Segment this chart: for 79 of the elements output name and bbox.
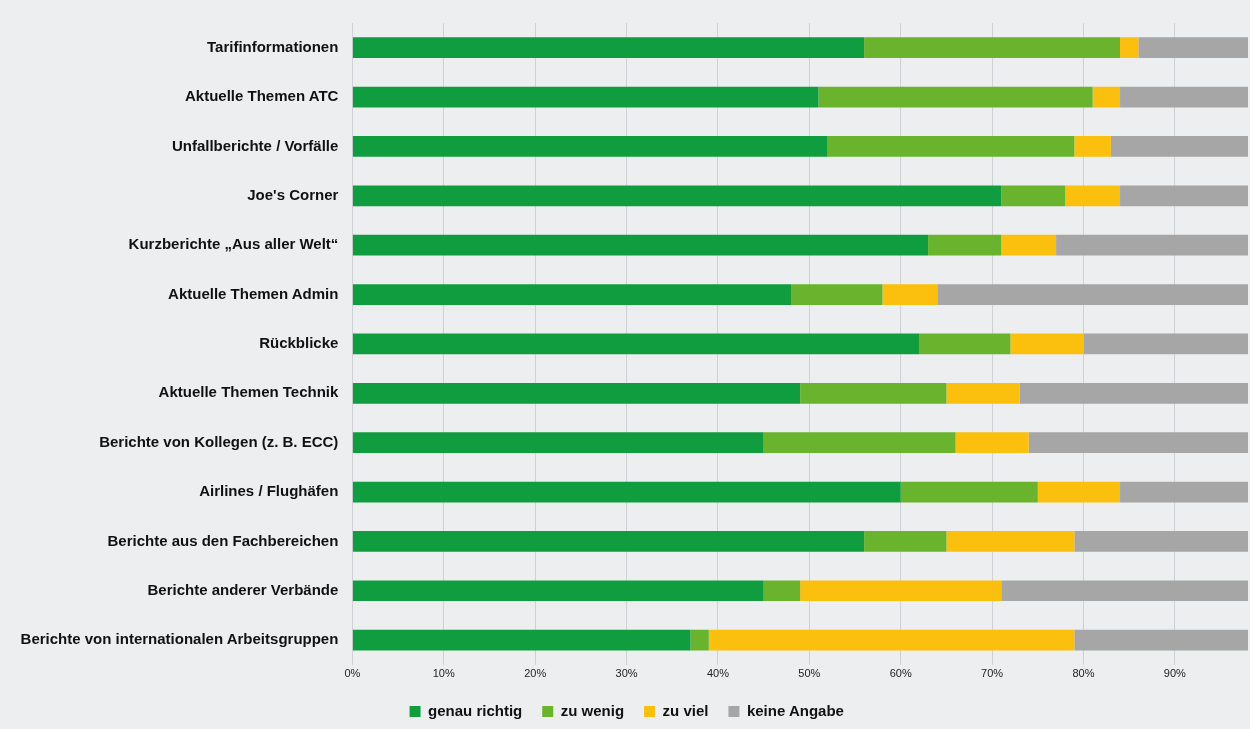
bar <box>352 185 1002 207</box>
bar <box>955 432 1029 454</box>
bar <box>864 531 947 552</box>
bar <box>352 580 764 602</box>
legend-label: zu viel <box>662 701 709 719</box>
bar <box>791 284 883 305</box>
bar <box>1110 136 1248 157</box>
y-tick-label: Rückblicke <box>259 334 339 352</box>
bar <box>1010 333 1084 355</box>
y-tick-label: Berichte von internationalen Arbeitsgruppen <box>20 630 339 648</box>
bar <box>864 37 1121 59</box>
bar <box>352 37 865 59</box>
x-tick-label: 80% <box>1072 667 1095 680</box>
x-tick-label: 60% <box>889 667 912 680</box>
bar <box>946 382 1020 404</box>
bar <box>800 382 947 404</box>
bar <box>352 86 819 108</box>
x-tick-label: 40% <box>706 667 730 680</box>
bar <box>763 432 956 454</box>
bar <box>1019 382 1248 404</box>
x-tick-label: 70% <box>981 667 1004 680</box>
bar <box>827 136 1075 157</box>
bar <box>763 580 801 602</box>
bar <box>1120 481 1248 503</box>
bar <box>352 481 901 503</box>
bar <box>1065 185 1121 207</box>
x-tick-label: 90% <box>1163 667 1187 680</box>
bar <box>352 531 865 552</box>
y-tick-label: Aktuelle Themen ATC <box>185 87 339 105</box>
bar <box>1083 333 1248 355</box>
bar <box>1092 86 1121 108</box>
y-tick-label: Tarifinformationen <box>206 37 339 55</box>
bar <box>1056 234 1248 256</box>
bar <box>1001 580 1248 602</box>
bar <box>1120 86 1248 108</box>
legend-label: keine Angabe <box>746 701 844 719</box>
x-tick-label: 30% <box>615 667 638 680</box>
bar <box>818 86 1093 108</box>
y-tick-label: Berichte von Kollegen (z. B. ECC) <box>99 432 339 450</box>
y-tick-label: Joe's Corner <box>247 185 339 203</box>
y-tick-label: Berichte anderer Verbände <box>147 580 339 598</box>
x-tick-label: 10% <box>432 667 455 680</box>
legend-label: zu wenig <box>560 701 625 719</box>
y-tick-label: Berichte aus den Fachbereichen <box>107 531 339 549</box>
bar <box>1074 629 1248 651</box>
y-tick-label: Unfallberichte / Vorfälle <box>171 136 339 154</box>
bar <box>352 382 801 404</box>
bar <box>1001 234 1057 256</box>
bar <box>1120 185 1248 207</box>
bar <box>352 234 929 256</box>
y-tick-label: Aktuelle Themen Technik <box>158 383 340 401</box>
y-tick-label: Aktuelle Themen Admin <box>168 284 339 302</box>
legend-label: genau richtig <box>428 701 523 719</box>
y-tick-label: Airlines / Flughäfen <box>199 482 339 500</box>
bar <box>1001 185 1066 207</box>
bar <box>882 284 938 305</box>
bar <box>708 629 1075 651</box>
bar <box>1120 37 1139 59</box>
x-tick-label: 50% <box>798 667 821 680</box>
bar <box>900 481 1038 503</box>
bar <box>1074 531 1248 552</box>
bar <box>1028 432 1248 454</box>
bar <box>690 629 709 651</box>
bar <box>352 284 792 305</box>
bar <box>352 629 691 651</box>
bar <box>946 531 1075 552</box>
bar <box>352 136 828 157</box>
bar <box>1037 481 1121 503</box>
bar <box>919 333 1011 355</box>
x-tick-label: 0% <box>344 667 361 680</box>
bar <box>928 234 1002 256</box>
bar <box>1074 136 1111 157</box>
bar <box>1138 37 1248 59</box>
bar <box>800 580 1002 602</box>
bar <box>352 333 919 355</box>
x-tick-label: 20% <box>524 667 547 680</box>
bar <box>352 432 764 454</box>
bar <box>937 284 1248 305</box>
y-tick-label: Kurzberichte „Aus aller Welt“ <box>128 235 339 253</box>
